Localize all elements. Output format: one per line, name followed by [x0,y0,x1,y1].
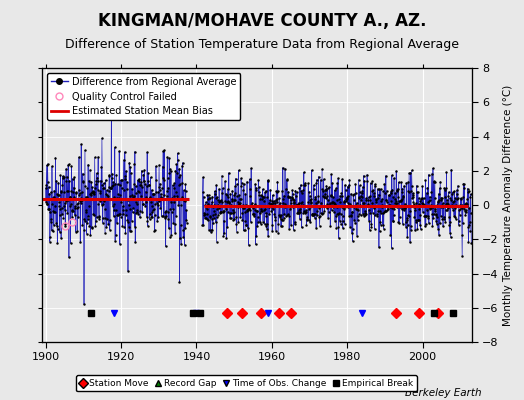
Text: Berkeley Earth: Berkeley Earth [406,388,482,398]
Y-axis label: Monthly Temperature Anomaly Difference (°C): Monthly Temperature Anomaly Difference (… [503,84,512,326]
Text: KINGMAN/MOHAVE COUNTY A., AZ.: KINGMAN/MOHAVE COUNTY A., AZ. [98,12,426,30]
Legend: Station Move, Record Gap, Time of Obs. Change, Empirical Break: Station Move, Record Gap, Time of Obs. C… [76,375,417,392]
Legend: Difference from Regional Average, Quality Control Failed, Estimated Station Mean: Difference from Regional Average, Qualit… [47,73,241,120]
Text: Difference of Station Temperature Data from Regional Average: Difference of Station Temperature Data f… [65,38,459,51]
